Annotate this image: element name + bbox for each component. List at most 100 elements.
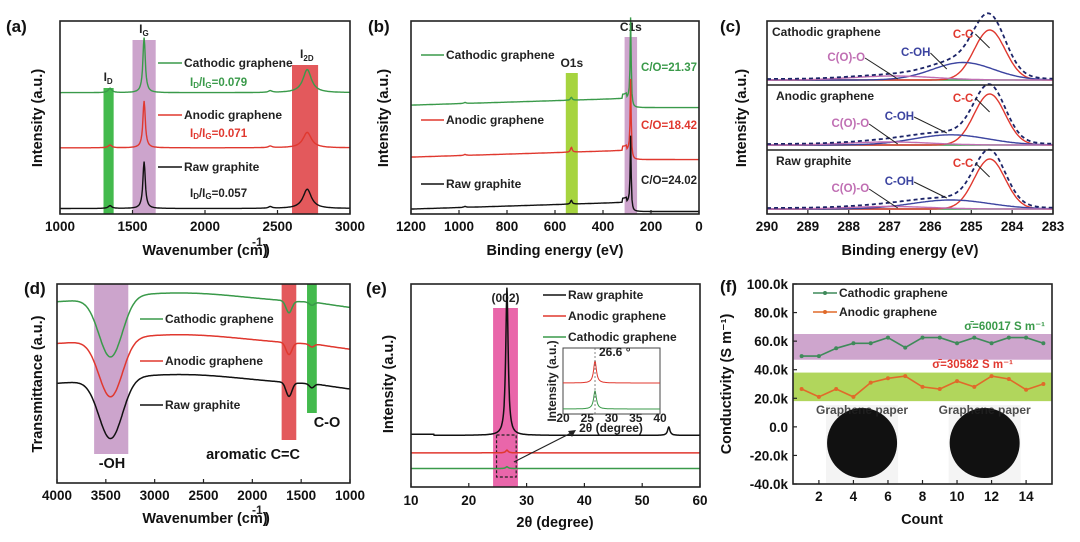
data-point	[885, 376, 890, 381]
component-C(O)-O	[767, 141, 1053, 146]
axes-frame	[766, 20, 1054, 215]
label-C-C: C-C	[953, 158, 973, 170]
band-I_2D	[292, 65, 319, 214]
x-tick-label: 60	[692, 493, 707, 508]
x-tick-label: 1000	[335, 488, 365, 503]
graphene-paper-photo	[949, 408, 1020, 478]
y-axis-label: Transmittance (a.u.)	[30, 315, 46, 452]
data-point	[972, 384, 977, 389]
axes-frame	[410, 283, 701, 488]
x-axis-label: Binding energy (eV)	[487, 243, 624, 259]
data-point	[903, 374, 908, 379]
series-line-anodic-graphene	[411, 78, 699, 161]
legend-label: Cathodic graphene	[568, 330, 677, 344]
x-axis-label-exponent: -1	[252, 503, 263, 517]
y-tick-label: 0.0	[769, 420, 788, 435]
y-tick-label: 100.0k	[747, 277, 789, 292]
data-point	[1006, 377, 1011, 381]
envelope-fit	[767, 12, 1053, 80]
data-point	[868, 341, 873, 346]
x-tick-label: 4	[850, 489, 858, 504]
band-I_D	[103, 88, 114, 214]
panel-label: (d)	[24, 279, 46, 298]
x-tick-label: 286	[919, 219, 942, 234]
data-point	[920, 335, 925, 340]
legend-label: Cathodic graphene	[446, 48, 555, 62]
data-point	[816, 394, 821, 399]
inset-tick-label: 30	[605, 411, 619, 425]
panel-f: Graphene paper Graphene paper Cathodic gra…	[719, 277, 1053, 528]
leader-line	[864, 57, 899, 80]
y-axis-label: Intensity (a.u.)	[376, 69, 392, 167]
inset-line-red	[563, 360, 660, 384]
panel-a: ID IG I2D Cathodic graphene ID/IG=0.079 Anodi…	[6, 17, 365, 259]
leader-line	[913, 181, 947, 199]
legend-label: Cathodic graphene	[184, 56, 293, 70]
x-tick-label: 289	[797, 219, 820, 234]
x-tick-label: 20	[461, 493, 476, 508]
legend-label: Anodic graphene	[839, 305, 937, 319]
x-tick-label: 3000	[140, 488, 170, 503]
legend-label: Anodic graphene	[568, 309, 666, 323]
x-tick-label: 1000	[444, 219, 474, 234]
photo-caption: Graphene paper	[939, 403, 1031, 417]
inset-annotation: 26.6 °	[599, 345, 631, 359]
y-axis-label: Intensity (a.u.)	[30, 69, 46, 167]
mean-label: σ̄=60017 S m⁻¹	[964, 321, 1045, 333]
x-tick-label: 30	[519, 493, 534, 508]
ratio-annotation: C/O=24.02	[641, 175, 697, 187]
y-tick-label: 20.0k	[754, 391, 788, 406]
subplot-title: Anodic graphene	[776, 89, 874, 103]
panel-e: (002) Raw graphite Anodic graphene Cathodic…	[366, 279, 708, 531]
series-line-anodic-graphene	[411, 449, 700, 454]
x-tick-label: 1200	[396, 219, 426, 234]
data-point	[1024, 335, 1029, 340]
label-C(O)-O: C(O)-O	[831, 118, 869, 130]
data-point	[851, 394, 856, 399]
data-point	[1041, 341, 1046, 346]
label-C(O)-O: C(O)-O	[827, 52, 865, 64]
x-axis-label: 2θ (degree)	[516, 515, 593, 531]
x-tick-label: 2500	[262, 219, 292, 234]
data-point	[799, 354, 804, 359]
data-point	[1024, 387, 1029, 392]
legend-label: Raw graphite	[165, 398, 241, 412]
graphene-paper-photo	[827, 408, 898, 478]
x-tick-label: 200	[640, 219, 663, 234]
subplot-anodic-graphene: Anodic graphene C-C C-OH C(O)-O	[767, 83, 1053, 146]
series-line-cathodic-graphene	[56, 292, 351, 358]
x-tick-label: 2	[815, 489, 823, 504]
legend-label: Cathodic graphene	[165, 312, 274, 326]
x-axis-label-paren: )	[265, 243, 270, 259]
series-line-cathodic-graphene	[60, 37, 350, 94]
inset-tick-label: 25	[581, 411, 595, 425]
x-tick-label: 285	[960, 219, 983, 234]
band-C-O	[307, 284, 317, 413]
x-tick-label: 4000	[42, 488, 72, 503]
envelope-fit	[767, 148, 1053, 209]
data-point	[989, 341, 994, 346]
panel-label: (c)	[720, 17, 741, 36]
inset-line-green	[563, 390, 660, 410]
inset-y-label: Intensity (a.u.)	[545, 340, 559, 421]
y-axis-label: Intensity (a.u.)	[734, 69, 750, 167]
inset-frame	[562, 347, 661, 415]
x-tick-label: 12	[984, 489, 999, 504]
x-axis-label: Count	[901, 512, 943, 528]
panel-label: (b)	[368, 17, 390, 36]
data-point	[868, 380, 873, 385]
label-C-C: C-C	[953, 93, 973, 105]
legend-label: Anodic graphene	[446, 113, 544, 127]
legend-marker	[823, 310, 827, 314]
x-tick-label: 8	[919, 489, 927, 504]
data-point	[834, 387, 839, 391]
x-axis-label: Wavenumber (cm)	[142, 243, 267, 259]
x-tick-label: 600	[544, 219, 567, 234]
y-tick-label: 40.0k	[754, 363, 788, 378]
label-C(O)-O: C(O)-O	[831, 183, 869, 195]
x-tick-label: 0	[695, 219, 703, 234]
leader-line	[868, 188, 899, 209]
mean-label: σ̄=30582 S m⁻¹	[932, 359, 1013, 371]
